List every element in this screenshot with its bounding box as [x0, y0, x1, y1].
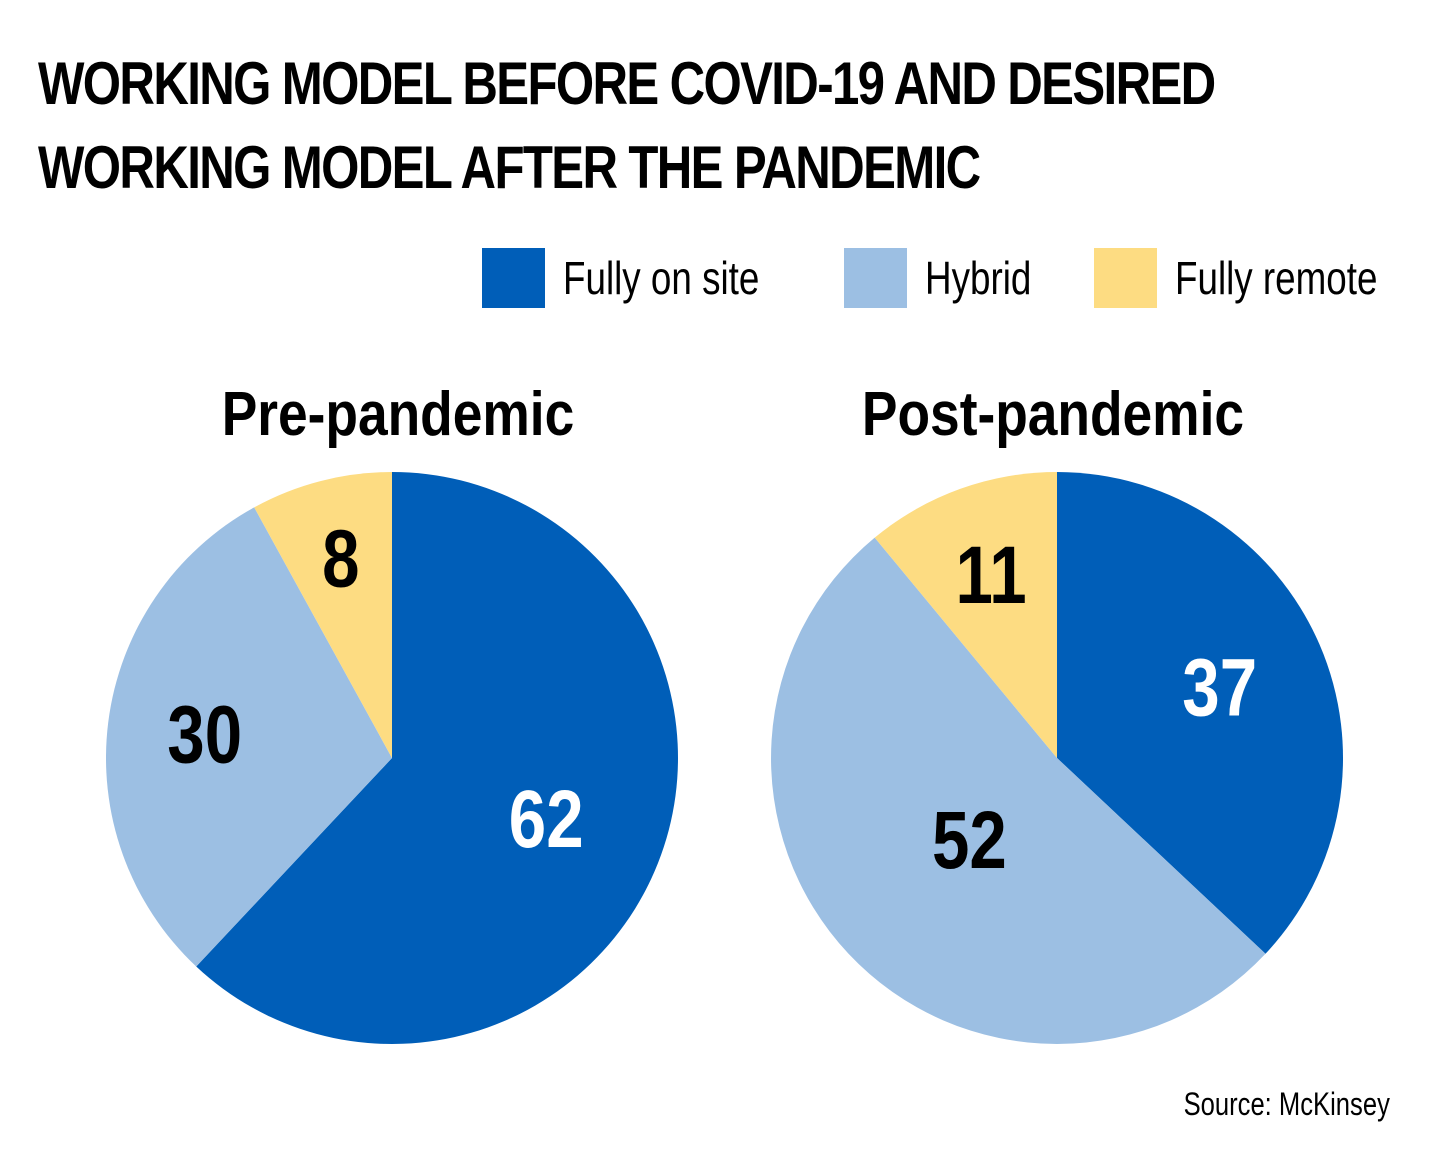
data-label-pre-pandemic-fully-remote: 8	[322, 512, 359, 604]
legend-item-hybrid: Hybrid	[844, 248, 1058, 308]
legend-label-hybrid: Hybrid	[925, 252, 1032, 304]
legend-item-fully-remote: Fully remote	[1094, 248, 1428, 308]
chart-title: WORKING MODEL BEFORE COVID-19 AND DESIRE…	[38, 50, 1216, 201]
data-label-post-pandemic-fully-remote: 11	[956, 529, 1027, 621]
pie-chart-post-pandemic: Post-pandemic 37 52 11	[771, 380, 1344, 1044]
legend-swatch-fully-on-site	[482, 248, 545, 308]
pie-slice-post-pandemic-fully-remote	[874, 472, 1057, 758]
legend-item-fully-on-site: Fully on site	[482, 248, 808, 308]
source-note: Source: McKinsey	[1183, 1086, 1390, 1122]
legend: Fully on site Hybrid Fully remote	[482, 248, 1428, 308]
pie-chart-pre-pandemic: Pre-pandemic 62 30 8	[106, 380, 678, 1044]
pie-slice-post-pandemic-fully-on-site	[1057, 472, 1344, 954]
legend-swatch-hybrid	[844, 248, 908, 308]
pie-slice-pre-pandemic-fully-remote	[254, 472, 392, 758]
legend-label-fully-remote: Fully remote	[1175, 252, 1378, 304]
pie-title-post-pandemic: Post-pandemic	[862, 380, 1244, 449]
pie-slice-pre-pandemic-fully-on-site	[196, 472, 678, 1044]
legend-swatch-fully-remote	[1094, 248, 1158, 308]
pie-slice-post-pandemic-hybrid	[771, 537, 1266, 1044]
data-label-pre-pandemic-fully-on-site: 62	[509, 773, 584, 865]
data-label-post-pandemic-hybrid: 52	[932, 794, 1007, 886]
data-label-pre-pandemic-hybrid: 30	[167, 688, 242, 780]
pie-title-pre-pandemic: Pre-pandemic	[222, 380, 575, 449]
pie-slice-pre-pandemic-hybrid	[106, 507, 392, 967]
legend-label-fully-on-site: Fully on site	[563, 252, 760, 304]
data-label-post-pandemic-fully-on-site: 37	[1182, 641, 1257, 733]
